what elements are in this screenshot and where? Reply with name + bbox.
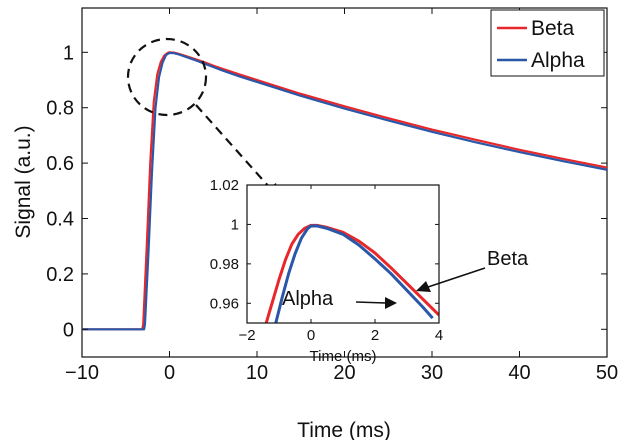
- inset-y-tick-label: 1: [231, 216, 239, 233]
- main-x-tick-label: 50: [596, 362, 618, 384]
- main-x-tick-label: 20: [333, 362, 355, 384]
- inset-ticks: −2 0 2 4 0.96 0.98 1 1.02: [210, 177, 443, 344]
- legend-label-alpha: Alpha: [531, 49, 585, 72]
- main-y-tick-label: 0.8: [46, 98, 74, 120]
- inset-x-tick-label: 4: [435, 327, 443, 344]
- main-x-tick-label: 0: [164, 362, 175, 384]
- main-y-tick-label: 0.2: [46, 264, 74, 286]
- annotation-alpha-arrow-head: [385, 297, 397, 309]
- inset-y-tick-label: 0.98: [210, 256, 239, 273]
- inset-background: [247, 185, 439, 323]
- annotation-alpha: Alpha: [282, 288, 397, 310]
- main-curves: [82, 51, 608, 331]
- inset-x-axis-label: Time (ms): [310, 348, 377, 365]
- annotation-beta-label: Beta: [487, 248, 529, 270]
- main-x-axis-label: Time (ms): [297, 419, 391, 440]
- legend: Beta Alpha: [490, 9, 605, 77]
- annotation-beta-arrow-head: [416, 281, 431, 292]
- main-x-tick-label: 30: [421, 362, 443, 384]
- main-y-tick-label: 0: [63, 319, 74, 341]
- inset-x-tick-label: −2: [238, 327, 255, 344]
- main-series-alpha-line: [82, 51, 608, 331]
- inset-x-tick-label: 0: [307, 327, 315, 344]
- inset-y-tick-label: 0.96: [210, 295, 239, 312]
- main-y-tick-label: 1: [63, 42, 74, 64]
- annotation-alpha-arrow-line: [355, 301, 387, 304]
- legend-label-beta: Beta: [531, 17, 575, 40]
- zoom-arrow-line: [195, 104, 271, 189]
- annotation-beta-arrow-line: [427, 267, 486, 288]
- annotation-alpha-label: Alpha: [282, 288, 334, 310]
- main-x-tick-label: 40: [508, 362, 530, 384]
- main-x-tick-label: −10: [65, 362, 99, 384]
- inset-y-tick-label: 1.02: [210, 177, 239, 194]
- main-y-axis-label: Signal (a.u.): [12, 125, 35, 238]
- inset-plot-frame: [246, 184, 440, 324]
- main-y-tick-label: 0.4: [46, 209, 74, 231]
- inset-series-alpha-line: [274, 224, 434, 323]
- annotation-beta: Beta: [416, 248, 529, 292]
- legend-box: [490, 9, 605, 77]
- zoom-region-circle: [126, 37, 208, 117]
- main-x-tick-label: 10: [246, 362, 268, 384]
- inset-chart: −2 0 2 4 0.96 0.98 1 1.02 Time (ms): [210, 177, 443, 365]
- inset-x-tick-label: 2: [371, 327, 379, 344]
- main-y-tick-label: 0.6: [46, 153, 74, 175]
- inset-curves: [264, 223, 439, 323]
